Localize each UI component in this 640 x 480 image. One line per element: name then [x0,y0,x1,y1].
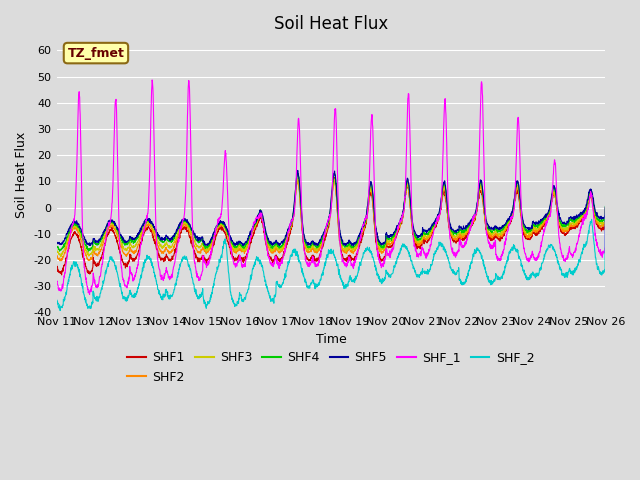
SHF2 [359,228,367,234]
SHF_1 [491,243,499,249]
SHF4 [602,204,609,210]
SHF4 [554,203,561,209]
SHF_2 [359,254,367,260]
SHF3 [602,204,609,209]
SHF3 [569,221,577,227]
Line: SHF2: SHF2 [56,180,605,261]
SHF2 [554,208,561,214]
SHF5 [602,205,609,211]
SHF1 [569,225,577,231]
SHF1 [491,235,499,240]
SHF5 [349,243,357,249]
SHF4 [206,240,214,246]
Line: SHF3: SHF3 [56,179,605,257]
SHF_1 [148,77,156,83]
SHF1 [602,206,609,212]
SHF1 [331,175,339,180]
SHF3 [206,243,214,249]
SHF4 [569,218,577,224]
SHF3 [330,176,338,182]
SHF_1 [359,222,367,228]
Text: TZ_fmet: TZ_fmet [67,47,124,60]
SHF2 [569,224,577,229]
SHF1 [52,262,60,268]
SHF_1 [602,204,609,210]
SHF4 [52,243,60,249]
SHF4 [84,248,92,254]
Line: SHF4: SHF4 [56,173,605,251]
SHF_2 [52,300,60,306]
SHF2 [602,205,609,211]
SHF2 [330,177,338,182]
SHF5 [491,224,499,230]
SHF_2 [602,204,609,209]
SHF_1 [348,263,355,268]
SHF5 [205,240,213,245]
SHF3 [52,247,60,252]
SHF5 [52,239,60,244]
SHF5 [359,224,367,230]
SHF1 [348,258,355,264]
SHF2 [57,258,65,264]
SHF1 [206,253,214,259]
Title: Soil Heat Flux: Soil Heat Flux [274,15,388,33]
SHF4 [348,243,355,249]
SHF3 [348,246,355,252]
Line: SHF1: SHF1 [56,178,605,275]
SHF5 [569,216,577,221]
SHF3 [554,204,561,210]
SHF4 [330,170,338,176]
SHF5 [294,168,301,173]
SHF_1 [569,254,577,260]
SHF_1 [86,291,93,297]
SHF_2 [553,254,561,260]
SHF2 [52,252,60,258]
SHF_1 [554,206,561,212]
SHF4 [359,224,367,229]
SHF1 [359,230,367,236]
Y-axis label: Soil Heat Flux: Soil Heat Flux [15,132,28,218]
SHF3 [359,226,367,231]
SHF1 [58,272,65,278]
SHF_2 [491,278,499,284]
SHF2 [206,245,214,251]
SHF3 [491,228,499,234]
Line: SHF5: SHF5 [56,170,605,246]
SHF4 [491,227,499,233]
SHF_2 [568,269,576,275]
Legend: SHF1, SHF2, SHF3, SHF4, SHF5, SHF_1, SHF_2: SHF1, SHF2, SHF3, SHF4, SHF5, SHF_1, SHF… [122,347,540,389]
SHF2 [491,233,499,239]
SHF3 [57,254,65,260]
SHF_2 [347,277,355,283]
SHF_2 [56,308,64,313]
SHF2 [348,248,355,254]
Line: SHF_2: SHF_2 [56,206,605,311]
SHF_1 [52,278,60,284]
SHF5 [554,201,561,206]
SHF_2 [206,299,214,305]
X-axis label: Time: Time [316,333,346,346]
SHF1 [554,208,561,214]
Line: SHF_1: SHF_1 [56,80,605,294]
SHF_1 [206,253,214,259]
SHF5 [347,241,355,247]
